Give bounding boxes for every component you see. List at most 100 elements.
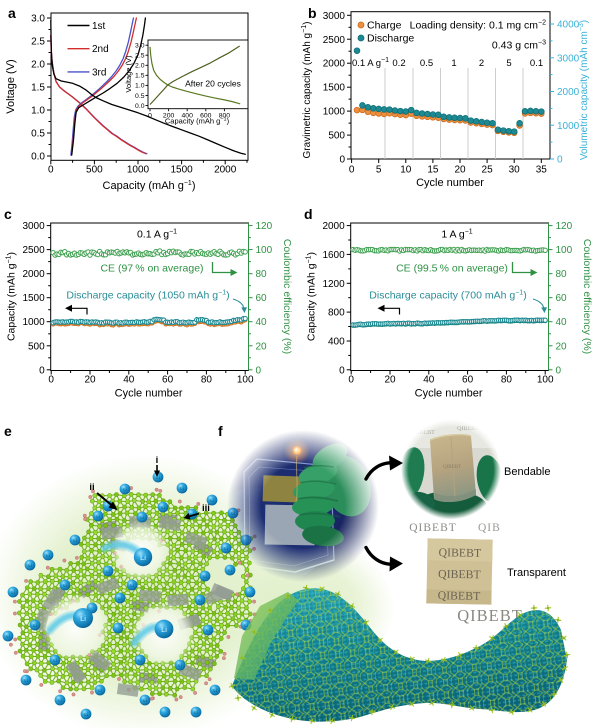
- svg-text:2.0: 2.0: [135, 63, 145, 70]
- svg-text:QIBEBT: QIBEBT: [438, 545, 482, 560]
- svg-text:Li: Li: [190, 512, 193, 517]
- svg-text:Li: Li: [84, 712, 87, 717]
- svg-text:Li: Li: [123, 487, 126, 492]
- svg-text:Discharge capacity (700 mAh g−: Discharge capacity (700 mAh g−1): [369, 290, 526, 302]
- svg-text:Li: Li: [28, 563, 31, 568]
- svg-text:2000: 2000: [22, 269, 45, 280]
- svg-text:0: 0: [256, 365, 262, 376]
- svg-text:0.0: 0.0: [135, 103, 145, 110]
- svg-text:800: 800: [219, 113, 231, 120]
- svg-text:5: 5: [506, 58, 511, 69]
- svg-text:0.2: 0.2: [392, 58, 405, 69]
- svg-text:40: 40: [123, 374, 135, 385]
- svg-text:100: 100: [556, 245, 573, 256]
- svg-text:Li: Li: [138, 658, 141, 663]
- svg-text:Cycle number: Cycle number: [416, 177, 484, 189]
- svg-text:Charge: Charge: [367, 20, 402, 32]
- svg-text:0: 0: [48, 374, 54, 385]
- svg-text:Li: Li: [24, 678, 27, 683]
- svg-text:2000: 2000: [323, 59, 346, 70]
- svg-text:500: 500: [28, 341, 45, 352]
- svg-text:Li: Li: [210, 498, 213, 503]
- svg-text:0.1: 0.1: [530, 58, 543, 69]
- svg-text:2: 2: [479, 58, 484, 69]
- svg-text:20: 20: [556, 341, 568, 352]
- svg-text:b: b: [308, 5, 317, 21]
- svg-text:35: 35: [536, 165, 548, 176]
- svg-text:60: 60: [162, 374, 174, 385]
- svg-text:QIBEBT: QIBEBT: [409, 522, 457, 534]
- svg-text:Li: Li: [161, 505, 164, 510]
- svg-text:Gravimetric capacity (mAh g−1): Gravimetric capacity (mAh g−1): [301, 22, 313, 159]
- svg-text:iii: iii: [202, 503, 210, 514]
- svg-text:100: 100: [237, 374, 254, 385]
- svg-text:2500: 2500: [22, 245, 45, 256]
- svg-text:120: 120: [556, 221, 573, 232]
- svg-text:CE (99.5 % on average): CE (99.5 % on average): [396, 263, 508, 275]
- svg-text:Capacity (mAh g−1): Capacity (mAh g−1): [165, 117, 230, 126]
- svg-text:QIBEBT: QIBEBT: [438, 567, 482, 582]
- svg-text:1000: 1000: [127, 164, 150, 175]
- svg-text:2000: 2000: [214, 164, 237, 175]
- svg-text:0.5: 0.5: [420, 58, 433, 69]
- svg-text:1000: 1000: [323, 107, 346, 118]
- svg-text:Capacity (mAh g−1): Capacity (mAh g−1): [306, 252, 318, 341]
- svg-text:3000: 3000: [323, 11, 346, 22]
- svg-text:80: 80: [556, 269, 568, 280]
- svg-text:400: 400: [182, 113, 194, 120]
- svg-text:1.5: 1.5: [31, 83, 45, 94]
- svg-text:0: 0: [148, 113, 152, 120]
- svg-text:20: 20: [384, 374, 396, 385]
- svg-text:2.5: 2.5: [135, 53, 145, 60]
- svg-text:Li: Li: [106, 569, 109, 574]
- svg-text:80: 80: [501, 374, 513, 385]
- svg-text:60: 60: [462, 374, 474, 385]
- svg-text:0: 0: [348, 374, 354, 385]
- svg-text:Li: Li: [98, 688, 101, 693]
- svg-text:Li: Li: [213, 688, 216, 693]
- svg-text:Coulombic efficiency (%): Coulombic efficiency (%): [281, 239, 293, 354]
- svg-text:1.0: 1.0: [135, 83, 145, 90]
- svg-text:80: 80: [256, 269, 268, 280]
- svg-text:0: 0: [557, 155, 563, 166]
- svg-text:0: 0: [39, 365, 45, 376]
- svg-text:Li: Li: [180, 486, 183, 491]
- svg-text:4000: 4000: [557, 20, 580, 31]
- svg-text:0.43 g cm−3: 0.43 g cm−3: [492, 40, 546, 52]
- svg-text:60: 60: [556, 293, 568, 304]
- svg-text:Bendable: Bendable: [504, 466, 551, 478]
- svg-text:Cycle number: Cycle number: [415, 388, 483, 400]
- svg-text:Li: Li: [140, 515, 143, 520]
- svg-text:Li: Li: [156, 475, 159, 480]
- svg-text:25: 25: [482, 165, 494, 176]
- svg-text:0: 0: [48, 164, 54, 175]
- svg-text:1200: 1200: [322, 279, 345, 290]
- svg-text:100: 100: [537, 374, 554, 385]
- svg-text:Coulombic efficiency (%): Coulombic efficiency (%): [581, 239, 593, 354]
- svg-text:800: 800: [328, 308, 345, 319]
- svg-text:d: d: [304, 206, 313, 222]
- svg-text:a: a: [8, 5, 16, 21]
- svg-text:1600: 1600: [322, 250, 345, 261]
- svg-text:c: c: [4, 206, 12, 222]
- svg-text:Loading density: 0.1 mg cm−2: Loading density: 0.1 mg cm−2: [410, 20, 546, 32]
- svg-text:1000: 1000: [22, 317, 45, 328]
- svg-text:Li: Li: [80, 614, 86, 623]
- svg-text:1500: 1500: [170, 164, 193, 175]
- svg-text:Li: Li: [140, 553, 146, 562]
- svg-text:1.5: 1.5: [135, 73, 145, 80]
- svg-text:Capacity (mAh g−1): Capacity (mAh g−1): [6, 252, 18, 341]
- svg-text:400: 400: [328, 336, 345, 347]
- svg-text:3rd: 3rd: [92, 67, 106, 78]
- svg-text:0.1 A g−1: 0.1 A g−1: [137, 229, 177, 241]
- svg-text:60: 60: [256, 293, 268, 304]
- svg-text:500: 500: [86, 164, 103, 175]
- svg-text:Li: Li: [58, 698, 61, 703]
- svg-text:30: 30: [509, 165, 521, 176]
- svg-text:i: i: [156, 455, 159, 466]
- svg-text:Li: Li: [161, 625, 167, 634]
- svg-text:Voltage (V): Voltage (V): [5, 59, 17, 113]
- svg-text:Li: Li: [53, 658, 56, 663]
- svg-text:0: 0: [339, 155, 345, 166]
- svg-text:120: 120: [256, 221, 273, 232]
